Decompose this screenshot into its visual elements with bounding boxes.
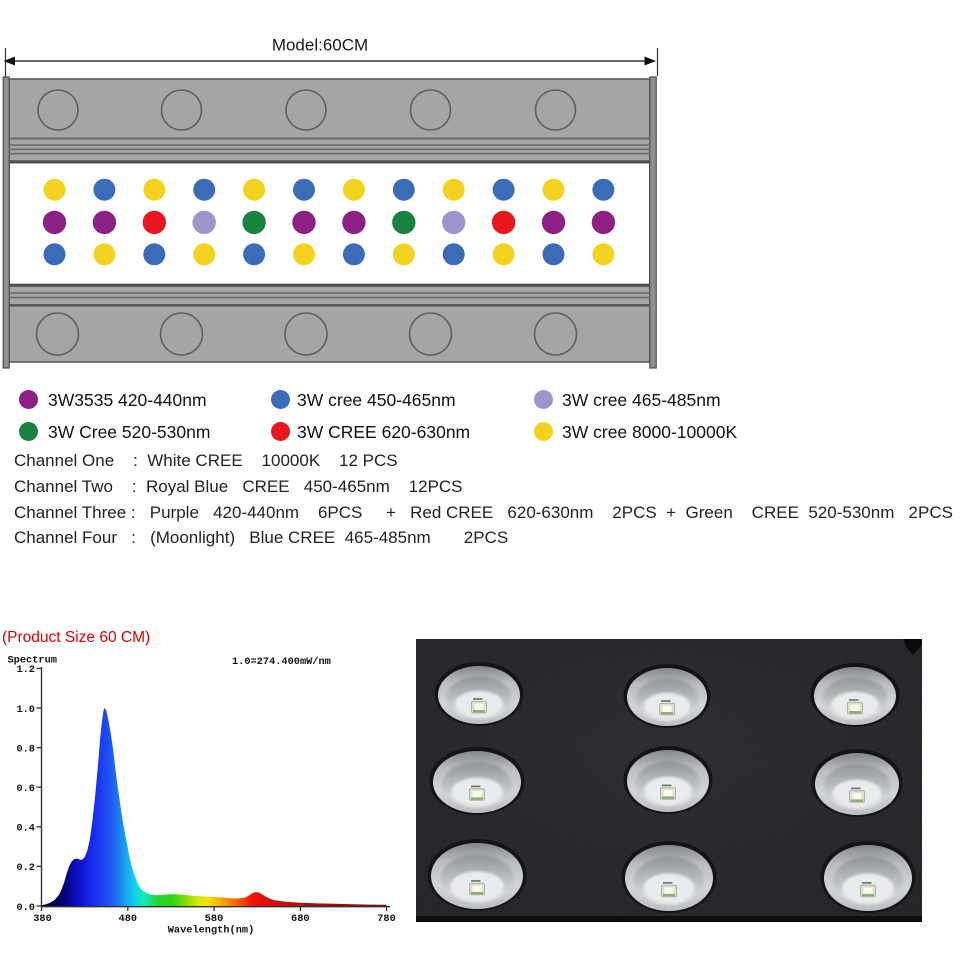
svg-text:1.0=274.400mW/nm: 1.0=274.400mW/nm bbox=[232, 656, 331, 668]
svg-text:780: 780 bbox=[377, 913, 396, 925]
svg-text:680: 680 bbox=[291, 913, 310, 925]
svg-text:0.8: 0.8 bbox=[16, 743, 35, 755]
svg-text:580: 580 bbox=[205, 913, 224, 925]
svg-text:0.0: 0.0 bbox=[16, 902, 35, 914]
svg-text:480: 480 bbox=[119, 913, 138, 925]
svg-text:0.2: 0.2 bbox=[16, 862, 35, 874]
svg-text:1.0: 1.0 bbox=[16, 704, 35, 716]
svg-text:0.6: 0.6 bbox=[16, 783, 35, 795]
svg-text:Spectrum: Spectrum bbox=[8, 655, 57, 667]
svg-text:1.2: 1.2 bbox=[16, 664, 35, 676]
svg-text:380: 380 bbox=[33, 913, 52, 925]
svg-text:Wavelength(nm): Wavelength(nm) bbox=[168, 925, 255, 937]
svg-text:Model:60CM: Model:60CM bbox=[272, 36, 368, 55]
svg-text:0.4: 0.4 bbox=[16, 823, 35, 835]
